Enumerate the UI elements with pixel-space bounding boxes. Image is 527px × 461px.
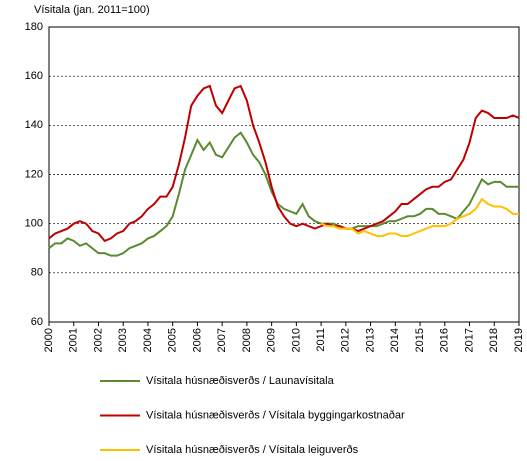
x-tick-label: 2005 xyxy=(167,328,179,352)
y-tick-label: 160 xyxy=(25,70,43,82)
y-tick-label: 80 xyxy=(31,267,43,279)
x-tick-label: 2001 xyxy=(68,328,80,352)
y-tick-label: 100 xyxy=(25,218,43,230)
series-line xyxy=(320,197,519,237)
series-line xyxy=(48,84,520,243)
y-tick-label: 60 xyxy=(31,316,43,328)
x-tick-label: 2017 xyxy=(463,328,475,352)
x-tick-label: 2011 xyxy=(315,328,327,352)
series-line xyxy=(48,131,519,257)
x-tick-label: 2000 xyxy=(43,328,55,352)
x-tick-label: 2003 xyxy=(117,328,129,352)
y-tick-label: 120 xyxy=(25,168,43,180)
x-tick-label: 2010 xyxy=(290,328,302,352)
y-axis-title: Vísitala (jan. 2011=100) xyxy=(34,4,150,16)
legend-label: Vísitala húsnæðisverðs / Vísitala leiguv… xyxy=(146,444,359,456)
x-tick-label: 2009 xyxy=(266,328,278,352)
x-tick-label: 2019 xyxy=(513,328,525,352)
x-tick-label: 2004 xyxy=(142,328,154,352)
y-tick-label: 140 xyxy=(25,119,43,131)
x-tick-label: 2008 xyxy=(241,328,253,352)
x-tick-label: 2012 xyxy=(340,328,352,352)
x-tick-label: 2013 xyxy=(364,328,376,352)
plot-frame xyxy=(48,26,520,323)
x-tick-label: 2002 xyxy=(92,328,104,352)
x-tick-label: 2006 xyxy=(191,328,203,352)
x-tick-label: 2007 xyxy=(216,328,228,352)
x-tick-label: 2016 xyxy=(439,328,451,352)
y-tick-label: 180 xyxy=(25,21,43,33)
x-tick-label: 2015 xyxy=(414,328,426,352)
legend-label: Vísitala húsnæðisverðs / Vísitala byggin… xyxy=(146,409,405,421)
x-tick-label: 2018 xyxy=(488,328,500,352)
x-tick-label: 2014 xyxy=(389,328,401,352)
legend-label: Vísitala húsnæðisverðs / Launavísitala xyxy=(146,375,335,387)
